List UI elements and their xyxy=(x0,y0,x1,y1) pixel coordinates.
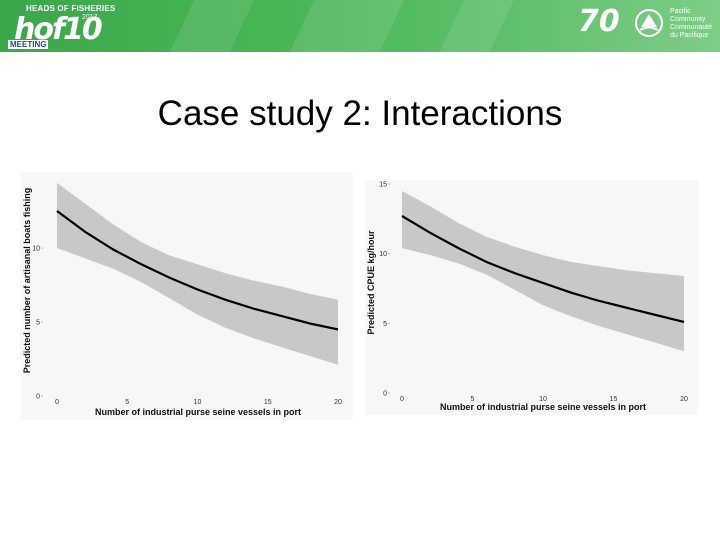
x-tick-label: 0 xyxy=(55,399,59,406)
x-tick-label: 0 xyxy=(400,396,404,403)
org-name-line: Communauté xyxy=(670,24,713,31)
org-name-line: Pacific xyxy=(670,8,691,15)
x-tick-label: 20 xyxy=(680,396,688,403)
x-tick-label: 20 xyxy=(334,399,342,406)
y-tick-label: 10 xyxy=(379,251,387,258)
org-name-line: du Pacifique xyxy=(670,32,709,39)
x-tick-label: 15 xyxy=(610,396,618,403)
spc-logo: 70 Pacific Community Communauté du Pacif… xyxy=(578,4,718,48)
org-name: Pacific Community Communauté du Pacifiqu… xyxy=(670,8,718,40)
spc-emblem-icon xyxy=(635,9,663,37)
slide-title: Case study 2: Interactions xyxy=(157,94,563,133)
y-axis-title: Predicted CPUE kg/hour xyxy=(366,230,376,335)
fitted-line xyxy=(401,215,685,323)
hof-logo: HEADS OF FISHERIES 2017 hof10 MEETING xyxy=(4,2,115,50)
anniversary-mark: 70 xyxy=(578,4,620,39)
header-banner: HEADS OF FISHERIES 2017 hof10 MEETING 70… xyxy=(0,0,720,52)
event-name: HEADS OF FISHERIES xyxy=(26,4,116,13)
y-tick-label: 0 xyxy=(383,391,387,398)
event-year: 2017 xyxy=(82,14,98,21)
confidence-band xyxy=(402,191,684,352)
x-axis-title: Number of industrial purse seine vessels… xyxy=(95,407,301,417)
x-tick-label: 10 xyxy=(194,399,202,406)
y-tick-label: 5 xyxy=(36,320,40,327)
x-tick-label: 5 xyxy=(125,399,129,406)
x-tick-label: 5 xyxy=(471,396,475,403)
y-tick-label: 15 xyxy=(379,182,387,189)
org-name-line: Community xyxy=(670,16,706,23)
x-axis-title: Number of industrial purse seine vessels… xyxy=(440,402,646,412)
y-tick-label: 0 xyxy=(36,394,40,401)
y-tick-label: 5 xyxy=(383,321,387,328)
x-tick-label: 15 xyxy=(264,399,272,406)
fitted-line xyxy=(56,210,339,331)
x-tick-label: 10 xyxy=(539,396,547,403)
confidence-band xyxy=(57,182,338,365)
y-axis-title: Predicted number of artisanal boats fish… xyxy=(22,188,32,374)
y-tick-label: 10 xyxy=(32,246,40,253)
event-sub: MEETING xyxy=(8,40,49,49)
